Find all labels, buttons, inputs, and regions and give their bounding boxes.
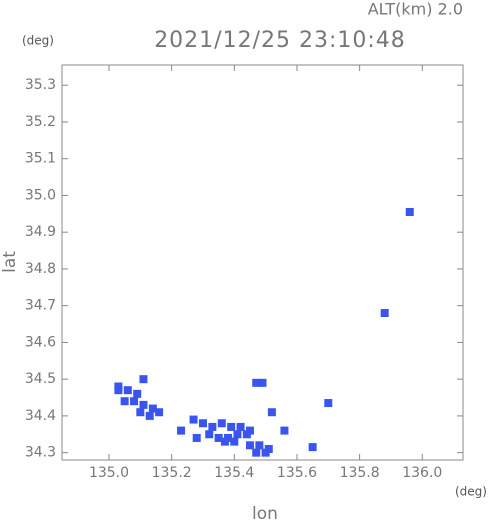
echo-cell [245, 441, 254, 450]
x-tick-label: 135.8 [340, 465, 380, 481]
echo-cell [380, 309, 389, 318]
altitude-label: ALT(km) 2.0 [368, 0, 463, 19]
echo-cell [258, 378, 267, 387]
x-axis-label: lon [252, 504, 278, 521]
echo-cell [214, 433, 223, 442]
y-tick-label: 35.0 [25, 187, 56, 203]
echo-cell [227, 422, 236, 431]
echo-cell [208, 422, 217, 431]
y-tick-label: 34.7 [25, 298, 56, 314]
echo-cell [148, 404, 157, 413]
echo-cell [230, 437, 239, 446]
echo-cell [133, 389, 142, 398]
echo-cell [236, 422, 245, 431]
echo-cell [155, 408, 164, 417]
echo-cell [252, 448, 261, 457]
echo-cell [267, 408, 276, 417]
echo-cell [233, 430, 242, 439]
x-tick-label: 135.0 [89, 465, 129, 481]
echo-cell [308, 443, 317, 452]
echo-cell [242, 430, 251, 439]
y-tick-label: 34.8 [25, 261, 56, 277]
echo-cell [217, 419, 226, 428]
y-tick-label: 35.2 [25, 114, 56, 130]
y-axis-label: lat [0, 251, 20, 273]
y-tick-label: 35.1 [25, 151, 56, 167]
y-unit: (deg) [22, 34, 54, 48]
echo-cell [252, 378, 261, 387]
y-tick-label: 34.4 [25, 408, 56, 424]
echo-cell [264, 444, 273, 453]
y-tick-label: 35.3 [25, 77, 56, 93]
y-tick-label: 34.5 [25, 371, 56, 387]
x-tick-label: 136.0 [402, 465, 442, 481]
chart-title: 2021/12/25 23:10:48 [154, 28, 406, 53]
x-tick-label: 135.6 [277, 465, 317, 481]
echo-cell [220, 437, 229, 446]
x-tick-label: 135.4 [214, 465, 254, 481]
echo-cell [136, 408, 145, 417]
plot-frame [61, 64, 464, 461]
echo-cell [130, 397, 139, 406]
echo-cell [114, 382, 123, 391]
y-tick-label: 34.6 [25, 334, 56, 350]
echo-cell [123, 386, 132, 395]
y-tick-label: 34.9 [25, 224, 56, 240]
echo-cell [177, 426, 186, 435]
echo-cell [189, 415, 198, 424]
x-tick-label: 135.2 [152, 465, 192, 481]
echo-cell [139, 400, 148, 409]
echo-cell [192, 433, 201, 442]
y-tick-label: 34.3 [25, 445, 56, 461]
echo-cell [324, 399, 333, 408]
echo-cell [145, 411, 154, 420]
echo-cell [139, 375, 148, 384]
echo-cell [255, 441, 264, 450]
echo-cell [280, 426, 289, 435]
echo-cell [120, 397, 129, 406]
echo-cell [198, 419, 207, 428]
x-unit: (deg) [455, 485, 487, 499]
echo-cell [405, 207, 414, 216]
echo-cell [205, 430, 214, 439]
